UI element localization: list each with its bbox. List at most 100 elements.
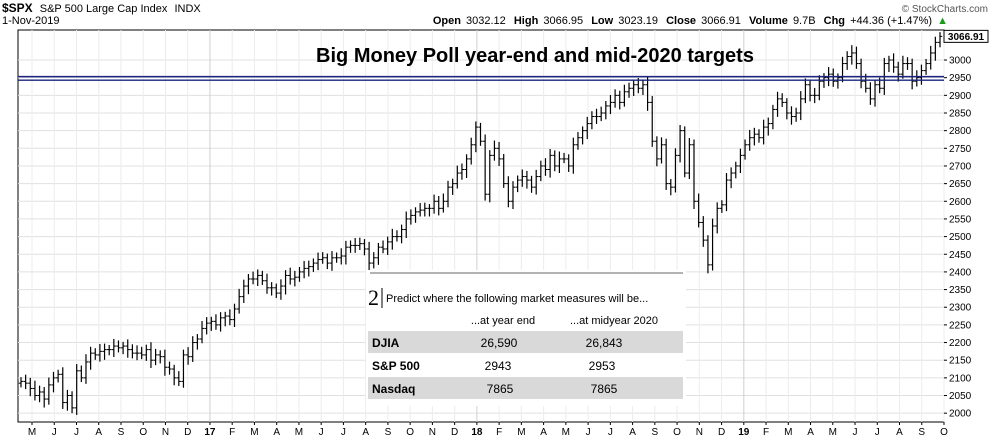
price-bar xyxy=(891,53,896,73)
price-bar xyxy=(111,339,117,358)
price-bar xyxy=(60,367,65,409)
price-bar xyxy=(668,179,673,196)
price-bar xyxy=(190,336,195,362)
xtick-label-25: J xyxy=(586,427,591,438)
price-bar xyxy=(896,61,901,82)
price-bar xyxy=(603,100,609,120)
xtick-label-6: N xyxy=(162,427,169,438)
price-bar xyxy=(775,91,780,117)
price-bar xyxy=(520,169,525,187)
price-bar xyxy=(733,161,738,179)
price-bar xyxy=(612,89,618,108)
ytick-label-3000: 3000 xyxy=(949,56,972,67)
svg-text:26,590: 26,590 xyxy=(481,336,518,350)
svg-text:S&P 500: S&P 500 xyxy=(372,359,420,373)
xtick-label-1: J xyxy=(52,427,57,438)
price-bar xyxy=(487,150,492,203)
price-bar xyxy=(682,126,687,178)
price-bar xyxy=(492,140,497,161)
price-bar xyxy=(840,56,845,83)
xtick-label-9: F xyxy=(229,427,235,438)
price-bar xyxy=(803,78,808,104)
price-bar xyxy=(246,274,251,295)
price-bar xyxy=(515,175,520,193)
price-bar xyxy=(436,195,441,216)
price-bar xyxy=(441,193,446,213)
ytick-label-2450: 2450 xyxy=(949,250,972,261)
price-bar xyxy=(557,151,562,174)
xtick-label-4: S xyxy=(118,427,125,438)
price-bar xyxy=(798,91,803,121)
xtick-label-31: D xyxy=(718,427,725,438)
price-bar xyxy=(626,82,632,98)
high-value: 3066.95 xyxy=(543,15,583,27)
price-bar xyxy=(83,354,89,384)
price-bar xyxy=(134,345,140,361)
price-bar xyxy=(422,202,428,217)
ytick-label-2950: 2950 xyxy=(949,73,972,84)
price-bar xyxy=(905,57,910,70)
ytick-label-2900: 2900 xyxy=(949,91,972,102)
price-bar xyxy=(659,137,664,164)
svg-text:DJIA: DJIA xyxy=(372,336,400,350)
xtick-label-5: O xyxy=(139,427,147,438)
xtick-label-11: A xyxy=(273,427,280,438)
price-bar xyxy=(301,260,307,279)
svg-text:26,843: 26,843 xyxy=(586,336,623,350)
price-bar xyxy=(218,312,223,332)
price-bar xyxy=(812,87,817,104)
ytick-label-2600: 2600 xyxy=(949,197,972,208)
xtick-label-40: S xyxy=(918,427,925,438)
price-bar xyxy=(116,340,121,353)
price-bar xyxy=(715,202,720,234)
price-bar xyxy=(55,369,61,383)
price-bar xyxy=(529,175,534,193)
price-bar xyxy=(232,303,237,328)
price-bar xyxy=(125,339,130,358)
price-bar xyxy=(909,58,915,90)
open-value: 3032.12 xyxy=(466,15,506,27)
price-bar xyxy=(311,258,316,272)
price-bar xyxy=(427,204,432,217)
price-bar xyxy=(88,346,93,370)
price-bar xyxy=(566,154,571,172)
price-bar xyxy=(817,75,822,101)
xtick-label-41: O xyxy=(940,427,948,438)
price-bar xyxy=(106,345,112,356)
price-bar xyxy=(46,377,52,405)
price-bar xyxy=(900,55,906,79)
price-bar xyxy=(213,314,219,330)
price-bar xyxy=(533,169,539,195)
price-bar xyxy=(663,138,669,190)
price-bar xyxy=(264,273,270,294)
price-bar xyxy=(886,55,892,73)
xtick-label-27: A xyxy=(629,427,636,438)
price-bar xyxy=(42,387,47,408)
price-bar xyxy=(120,341,126,355)
y-axis: 2000 2050 2100 2150 2200 2250 2300 2350 2400 2450… xyxy=(944,56,972,420)
ytick-label-2250: 2250 xyxy=(949,320,972,331)
price-bar xyxy=(858,58,864,89)
xtick-label-3: A xyxy=(95,427,102,438)
price-bar xyxy=(297,266,302,282)
price-bar xyxy=(408,209,414,225)
price-bar xyxy=(793,107,799,122)
price-bar xyxy=(478,122,483,146)
price-bar xyxy=(371,252,376,269)
price-bar xyxy=(710,218,715,271)
price-bar xyxy=(724,173,729,212)
price-bar xyxy=(598,106,604,122)
price-bar xyxy=(185,347,191,365)
symbol: $SPX xyxy=(2,1,33,15)
price-bar xyxy=(919,64,924,85)
price-bar xyxy=(283,270,288,295)
price-bar xyxy=(575,132,581,150)
price-bar xyxy=(580,126,585,145)
price-bar xyxy=(687,138,692,180)
price-bar xyxy=(473,121,479,153)
price-bar xyxy=(79,365,84,383)
ytick-label-2050: 2050 xyxy=(949,391,972,402)
price-bar xyxy=(547,149,553,178)
price-bar xyxy=(844,51,850,70)
